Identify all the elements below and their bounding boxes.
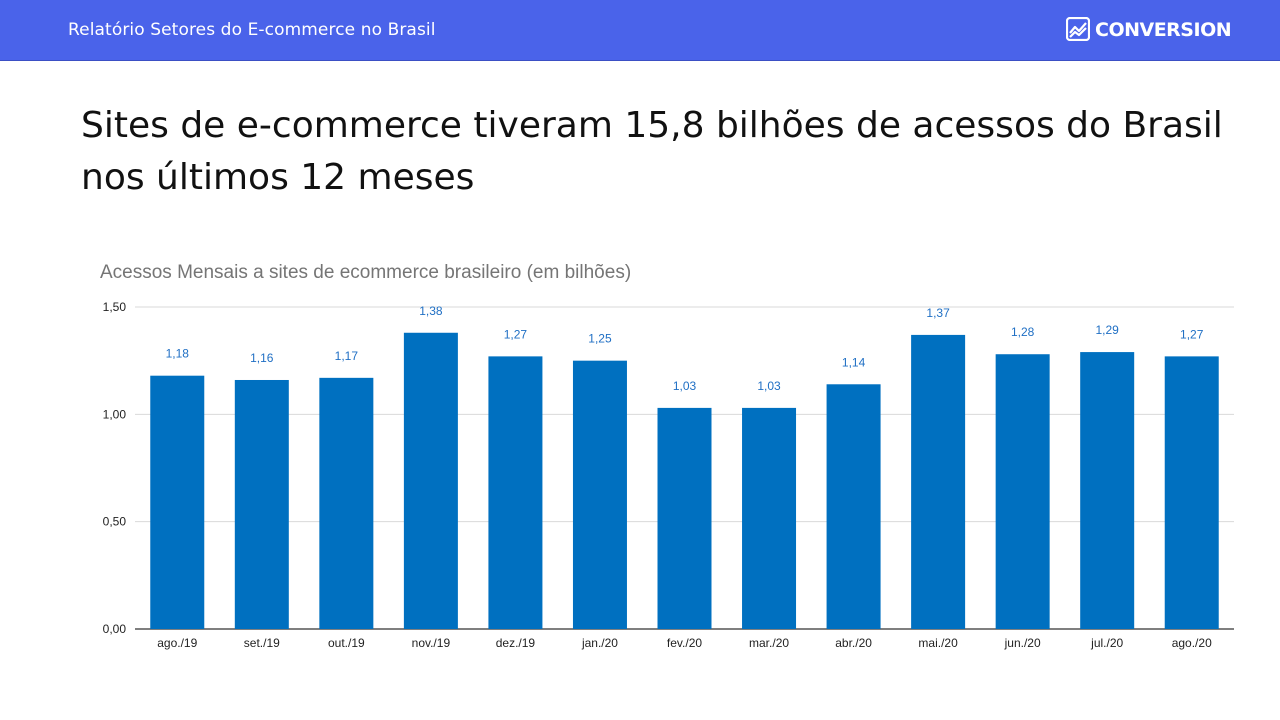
chart-trend-icon	[1066, 17, 1090, 41]
data-label: 1,27	[504, 327, 528, 341]
x-tick-label: abr./20	[835, 636, 872, 650]
x-tick-label: jan./20	[581, 636, 618, 650]
chart-bars	[150, 332, 1219, 629]
chart-x-axis: ago./19 set./19 out./19 nov./19 dez./19 jan./…	[157, 636, 1212, 650]
data-label: 1,14	[842, 355, 866, 369]
chart-data-labels: 1,18 1,16 1,17 1,38 1,27 1,25 1,03 1,03 1,14 1,37…	[166, 304, 1204, 393]
chart-container: Acessos Mensais a sites de ecommerce bra…	[0, 240, 1280, 680]
data-label: 1,37	[926, 306, 950, 320]
bar	[234, 379, 289, 629]
x-tick-label: nov./19	[412, 636, 451, 650]
data-label: 1,03	[673, 379, 697, 393]
x-tick-label: set./19	[244, 636, 280, 650]
data-label: 1,38	[419, 304, 443, 318]
y-tick-label: 0,50	[103, 515, 127, 529]
data-label: 1,17	[335, 349, 359, 363]
bar-chart: Acessos Mensais a sites de ecommerce bra…	[100, 262, 1234, 650]
data-label: 1,16	[250, 351, 274, 365]
x-tick-label: jul./20	[1090, 636, 1123, 650]
x-tick-label: ago./19	[157, 636, 197, 650]
report-header: Relatório Setores do E-commerce no Brasi…	[0, 0, 1280, 61]
y-tick-label: 1,00	[103, 407, 127, 421]
data-label: 1,28	[1011, 325, 1035, 339]
data-label: 1,03	[757, 379, 781, 393]
bar	[319, 377, 374, 629]
bar	[150, 375, 205, 629]
bar	[742, 407, 797, 629]
chart-y-axis: 0,00 0,50 1,00 1,50	[103, 300, 127, 636]
data-label: 1,18	[166, 347, 190, 361]
y-tick-label: 1,50	[103, 300, 127, 314]
bar	[826, 384, 881, 629]
y-tick-label: 0,00	[103, 622, 127, 636]
x-tick-label: out./19	[328, 636, 365, 650]
data-label: 1,25	[588, 332, 612, 346]
data-label: 1,29	[1096, 323, 1120, 337]
x-tick-label: mar./20	[749, 636, 789, 650]
chart-title: Acessos Mensais a sites de ecommerce bra…	[100, 262, 631, 283]
bar	[572, 360, 627, 629]
page-headline: Sites de e-commerce tiveram 15,8 bilhões…	[81, 105, 1223, 198]
data-label: 1,27	[1180, 327, 1204, 341]
bar	[911, 334, 966, 629]
x-tick-label: ago./20	[1172, 636, 1212, 650]
bar	[403, 332, 458, 629]
bar	[488, 356, 543, 629]
bar	[1080, 352, 1135, 629]
x-tick-label: dez./19	[496, 636, 536, 650]
brand-name: CONVERSION	[1095, 19, 1232, 41]
x-tick-label: jun./20	[1004, 636, 1041, 650]
bar	[1164, 356, 1219, 629]
x-tick-label: fev./20	[667, 636, 702, 650]
x-tick-label: mai./20	[918, 636, 958, 650]
report-title: Relatório Setores do E-commerce no Brasi…	[68, 20, 436, 40]
bar	[995, 354, 1050, 629]
bar	[657, 407, 712, 629]
